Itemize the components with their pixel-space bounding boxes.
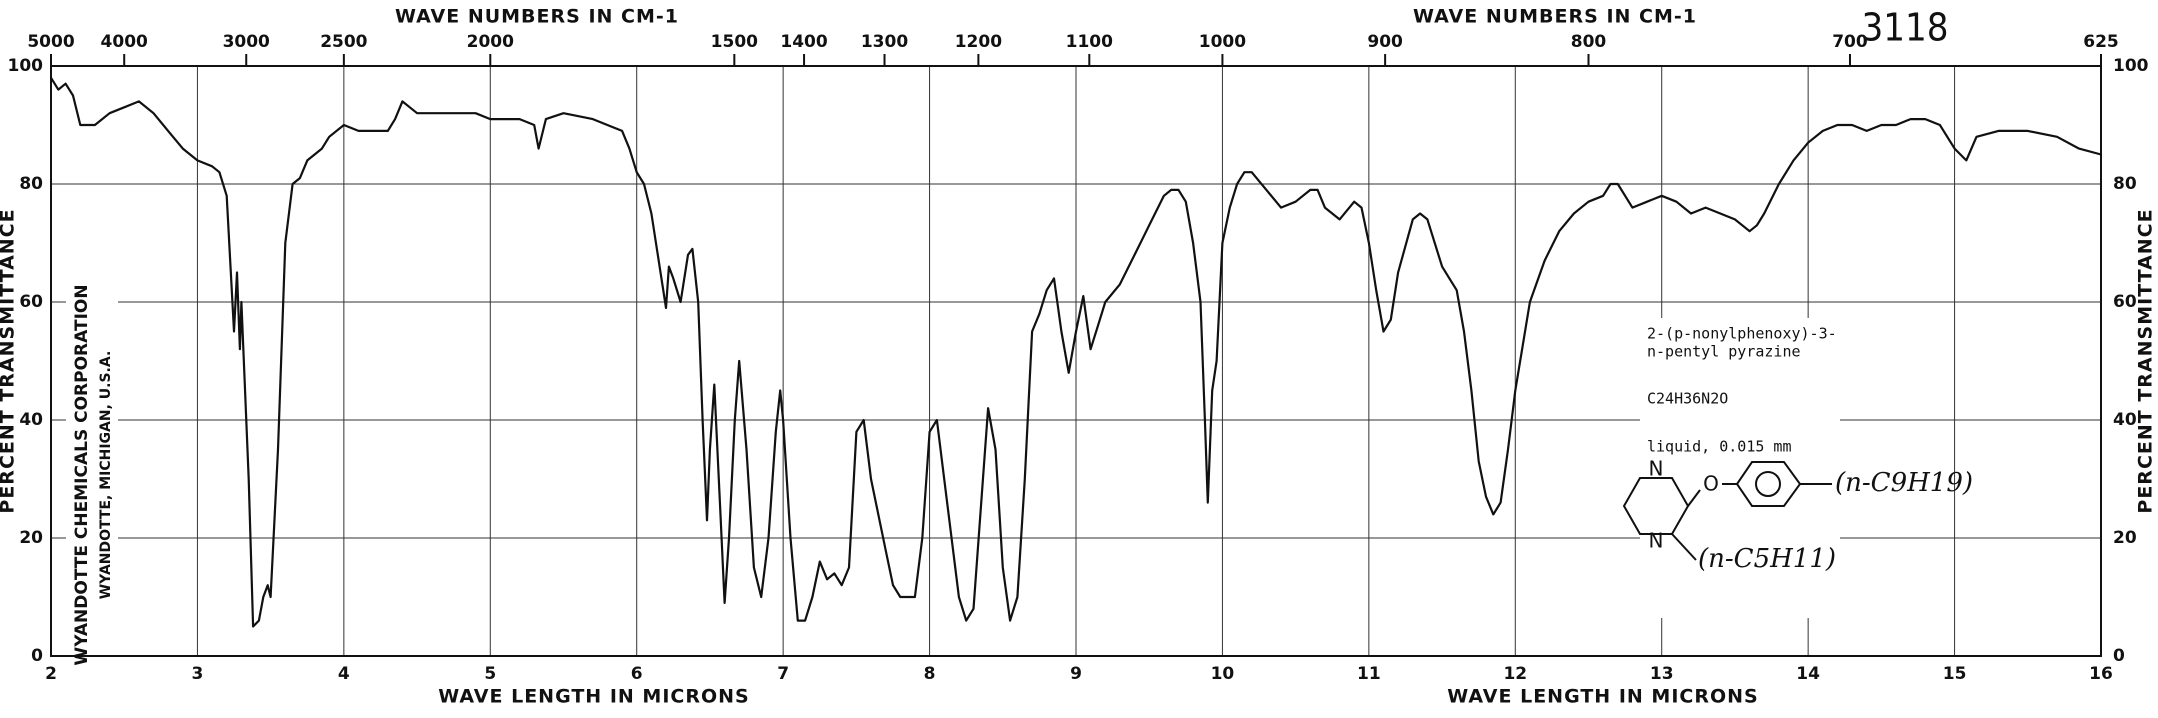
x-tick-label: 8 — [924, 664, 936, 684]
y-tick-label: 80 — [2113, 174, 2137, 194]
x-tick-label: 13 — [1650, 664, 1674, 684]
company-name: WYANDOTTE CHEMICALS CORPORATION — [72, 284, 92, 665]
note-backdrop — [1640, 318, 1840, 618]
x-axis-label: WAVE LENGTH IN MICRONS — [438, 686, 749, 708]
bond — [1671, 533, 1697, 561]
benzene-ring — [1735, 461, 1802, 507]
bond — [1687, 489, 1701, 507]
x2-tick-label: 1200 — [955, 32, 1002, 52]
formula: C24H36N2O — [1647, 390, 1728, 408]
x-tick-label: 5 — [484, 664, 496, 684]
x2-tick-label: 900 — [1367, 32, 1403, 52]
y-tick-label: 80 — [19, 174, 43, 194]
substituent: (n-C9H19) — [1835, 468, 1973, 498]
x-tick-label: 11 — [1357, 664, 1381, 684]
x2-tick-label: 2000 — [467, 32, 514, 52]
substituent: (n-C5H11) — [1698, 544, 1836, 574]
label-backdrop — [66, 300, 118, 650]
x-tick-label: 15 — [1943, 664, 1967, 684]
x2-tick-label: 625 — [2083, 32, 2119, 52]
x2-tick-label: 800 — [1571, 32, 1607, 52]
y-tick-label: 60 — [2113, 292, 2137, 312]
chart-title: 3118 — [1862, 6, 1949, 50]
atom: O — [1703, 472, 1719, 496]
x2-axis-label: WAVE NUMBERS IN CM-1 — [395, 6, 679, 28]
atom: N — [1649, 529, 1664, 553]
x2-tick-label: 1400 — [780, 32, 827, 52]
sample: liquid, 0.015 mm — [1647, 438, 1792, 456]
x-tick-label: 2 — [45, 664, 57, 684]
x-tick-label: 3 — [192, 664, 204, 684]
x2-tick-label: 5000 — [27, 32, 74, 52]
x-axis-label: WAVE LENGTH IN MICRONS — [1447, 686, 1758, 708]
y-tick-label: 40 — [19, 410, 43, 430]
x2-tick-label: 1000 — [1199, 32, 1246, 52]
y-axis-label: PERCENT TRANSMITTANCE — [2135, 208, 2157, 513]
x2-tick-label: 1300 — [861, 32, 908, 52]
structure — [1622, 461, 1832, 561]
y-tick-label: 100 — [2113, 56, 2149, 76]
x-tick-label: 9 — [1070, 664, 1082, 684]
y-tick-label: 0 — [31, 646, 43, 666]
y-tick-label: 100 — [8, 56, 44, 76]
x2-tick-label: 4000 — [101, 32, 148, 52]
y-tick-label: 60 — [19, 292, 43, 312]
y-tick-label: 20 — [2113, 528, 2137, 548]
compound-name: n-pentyl pyrazine — [1647, 343, 1801, 361]
y-tick-label: 0 — [2113, 646, 2125, 666]
y-tick-label: 20 — [19, 528, 43, 548]
compound-name: 2-(p-nonylphenoxy)-3- — [1647, 325, 1837, 343]
x-tick-label: 14 — [1796, 664, 1820, 684]
x2-tick-label: 700 — [1832, 32, 1868, 52]
y-tick-label: 40 — [2113, 410, 2137, 430]
x2-axis-label: WAVE NUMBERS IN CM-1 — [1413, 6, 1697, 28]
plot-frame — [50, 65, 2102, 657]
x-tick-label: 4 — [338, 664, 350, 684]
x-tick-label: 16 — [2089, 664, 2113, 684]
company-location: WYANDOTTE, MICHIGAN, U.S.A. — [98, 351, 114, 600]
spectrum-line — [50, 77, 2102, 628]
x2-tick-label: 3000 — [223, 32, 270, 52]
x2-tick-label: 1500 — [711, 32, 758, 52]
x-tick-label: 10 — [1211, 664, 1235, 684]
y-axis-label: PERCENT TRANSMITTANCE — [0, 208, 19, 513]
x-tick-label: 12 — [1503, 664, 1527, 684]
x2-tick-label: 2500 — [320, 32, 367, 52]
atom: N — [1649, 457, 1664, 481]
benzene-circle — [1755, 471, 1781, 497]
x-tick-label: 7 — [777, 664, 789, 684]
x-tick-label: 6 — [631, 664, 643, 684]
x2-tick-label: 1100 — [1066, 32, 1113, 52]
